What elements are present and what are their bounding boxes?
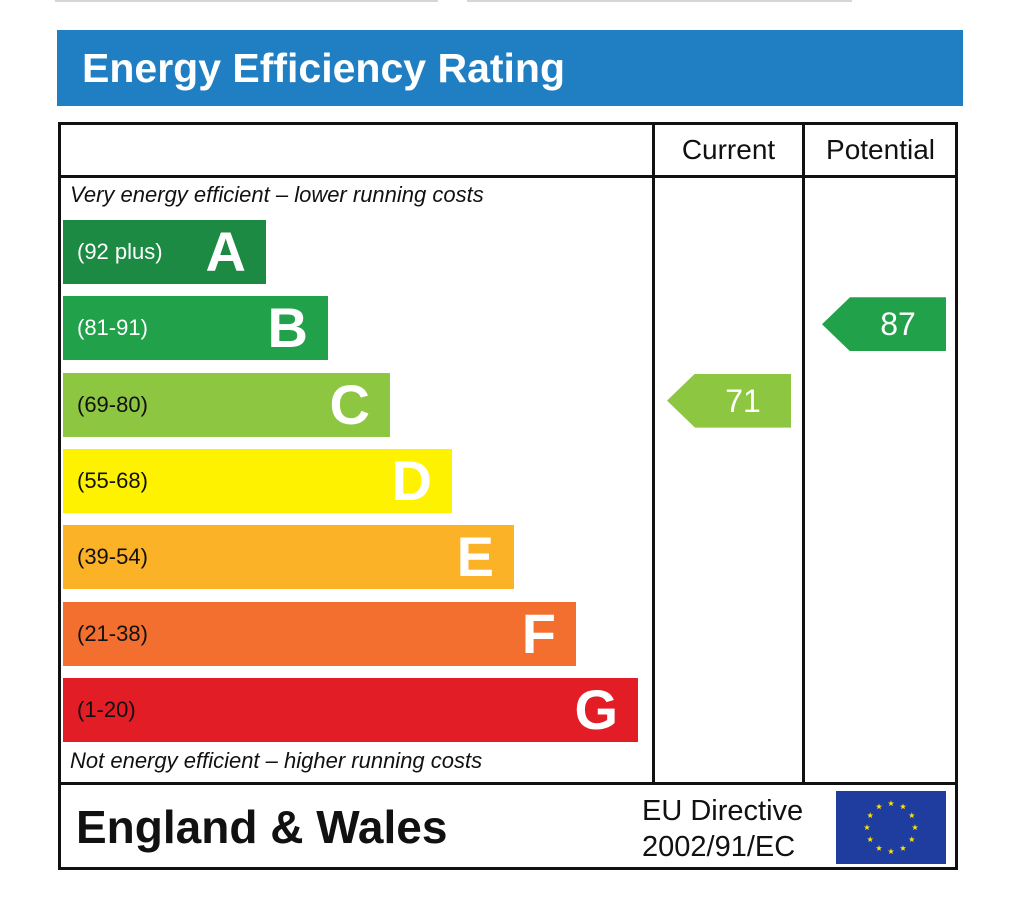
header-row-divider <box>58 175 958 178</box>
eu-star <box>899 803 907 810</box>
footer-row-divider <box>58 782 958 785</box>
eu-flag <box>836 791 946 864</box>
bottom-efficiency-note: Not energy efficient – higher running co… <box>70 748 483 773</box>
eu-star <box>867 836 874 843</box>
eu-star <box>875 803 883 810</box>
eu-star <box>908 836 915 843</box>
potential-rating-value: 87 <box>880 306 916 343</box>
band-f-letter: F <box>521 601 556 665</box>
top-divider-left <box>55 0 438 2</box>
eu-star <box>908 812 915 819</box>
eu-directive-number: 2002/91/EC <box>642 831 796 863</box>
eu-star <box>911 824 919 831</box>
band-g: (1-20) G <box>63 677 638 742</box>
band-e: (39-54) E <box>63 525 514 590</box>
potential-rating-arrow: 87 <box>822 297 946 352</box>
current-rating-value: 71 <box>725 382 761 419</box>
eu-star <box>887 800 895 807</box>
band-d-range: (55-68) <box>77 467 148 493</box>
chart-title: Energy Efficiency Rating <box>82 45 566 91</box>
top-efficiency-note: Very energy efficient – lower running co… <box>70 182 484 207</box>
band-b-letter: B <box>267 296 308 360</box>
eu-star <box>867 812 874 819</box>
current-column-divider <box>652 124 655 782</box>
potential-column-divider <box>802 124 805 782</box>
band-f: (21-38) F <box>63 601 576 666</box>
band-d-letter: D <box>391 448 432 512</box>
band-b-range: (81-91) <box>77 315 148 341</box>
band-a-letter: A <box>205 220 246 283</box>
rating-header: Energy Efficiency Rating <box>57 30 963 106</box>
current-rating-arrow: 71 <box>667 373 791 428</box>
eu-star <box>899 845 907 851</box>
band-e-range: (39-54) <box>77 544 148 570</box>
band-g-range: (1-20) <box>77 696 136 722</box>
region-label: England & Wales <box>76 801 448 853</box>
eu-star <box>863 824 871 831</box>
band-a-range: (92 plus) <box>77 239 163 264</box>
top-divider-right <box>467 0 852 2</box>
eu-flag-stars <box>863 800 919 855</box>
eu-star <box>887 848 895 855</box>
band-e-letter: E <box>456 525 494 589</box>
band-b: (81-91) B <box>63 296 328 361</box>
band-c: (69-80) C <box>63 372 390 437</box>
rating-table-frame <box>58 122 958 870</box>
band-d: (55-68) D <box>63 448 452 513</box>
band-c-letter: C <box>329 372 370 436</box>
band-f-range: (21-38) <box>77 620 148 646</box>
eu-star <box>875 845 883 851</box>
potential-column-header: Potential <box>826 134 935 165</box>
band-a: (92 plus) A <box>63 220 266 284</box>
eu-directive-label: EU Directive <box>642 795 804 827</box>
band-g-letter: G <box>574 677 618 741</box>
current-column-header: Current <box>681 134 776 165</box>
band-c-range: (69-80) <box>77 391 148 417</box>
